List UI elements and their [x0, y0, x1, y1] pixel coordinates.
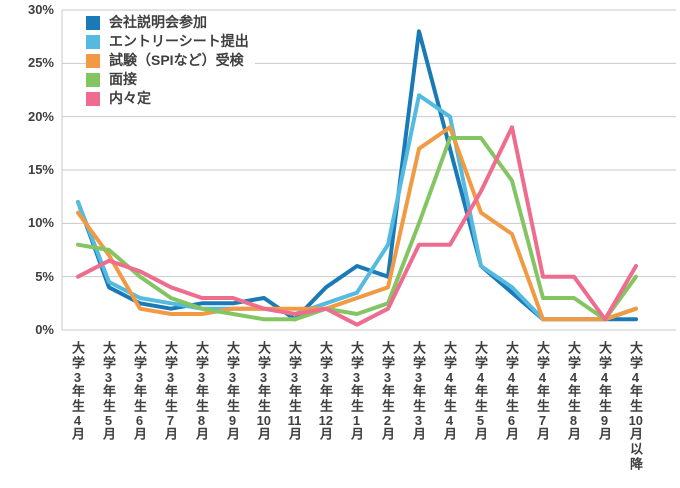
x-axis-label: 大学3年生8月: [194, 341, 209, 442]
y-axis-label: 30%: [27, 2, 54, 17]
legend-label: 面接: [109, 71, 137, 87]
x-axis-label: 大学3年生6月: [132, 341, 147, 442]
legend-swatch: [86, 53, 100, 68]
x-axis-label: 大学3年生3月: [411, 341, 426, 442]
series-line-4: [76, 136, 638, 322]
y-axis-label: 0%: [35, 322, 54, 337]
legend-item: 会社説明会参加: [86, 15, 249, 30]
legend-swatch: [86, 34, 100, 49]
x-axis-label: 大学4年生5月: [473, 341, 488, 442]
x-axis-label: 大学4年生10月以降: [628, 341, 643, 472]
legend-item: 内々定: [86, 91, 249, 106]
x-axis-label: 大学3年生11月: [287, 341, 302, 442]
legend-item: 試験（SPIなど）受検: [86, 53, 249, 68]
x-axis-label: 大学4年生9月: [597, 341, 612, 442]
legend-swatch: [86, 15, 100, 30]
legend-label: 内々定: [109, 90, 151, 106]
y-axis-label: 10%: [27, 215, 54, 231]
x-axis-label: 大学3年生12月: [318, 341, 333, 442]
series-line-2: [76, 93, 638, 322]
x-axis-label: 大学4年生8月: [566, 341, 581, 442]
y-axis-label: 5%: [35, 268, 54, 284]
x-axis-label: 大学3年生2月: [380, 341, 395, 442]
x-axis-label: 大学4年生4月: [442, 341, 457, 442]
legend-item: 面接: [86, 72, 249, 87]
legend-swatch: [86, 72, 100, 87]
y-axis-label: 15%: [27, 162, 54, 177]
legend-label: 会社説明会参加: [109, 14, 207, 30]
x-axis-label: 大学4年生7月: [535, 341, 550, 442]
legend: 会社説明会参加エントリーシート提出 試験（SPIなど）受検 面接内々定: [86, 13, 255, 108]
series-line-3: [76, 125, 638, 322]
y-axis-label: 25%: [27, 55, 54, 71]
x-axis-label: 大学3年生4月: [70, 341, 85, 442]
x-axis-label: 大学3年生7月: [163, 341, 178, 442]
x-axis-label: 大学3年生1月: [349, 341, 364, 442]
x-axis-label: 大学4年生6月: [504, 341, 519, 442]
legend-label: エントリーシート提出: [109, 33, 249, 49]
x-axis-label: 大学3年生5月: [101, 341, 116, 442]
legend-item: エントリーシート提出: [86, 34, 249, 49]
x-axis-label: 大学3年生9月: [225, 341, 240, 442]
legend-swatch: [86, 91, 100, 106]
series-line-5: [76, 125, 638, 327]
y-axis-label: 20%: [27, 108, 54, 124]
legend-label: 試験（SPIなど）受検: [109, 52, 244, 68]
x-axis-label: 大学3年生10月: [256, 341, 271, 442]
